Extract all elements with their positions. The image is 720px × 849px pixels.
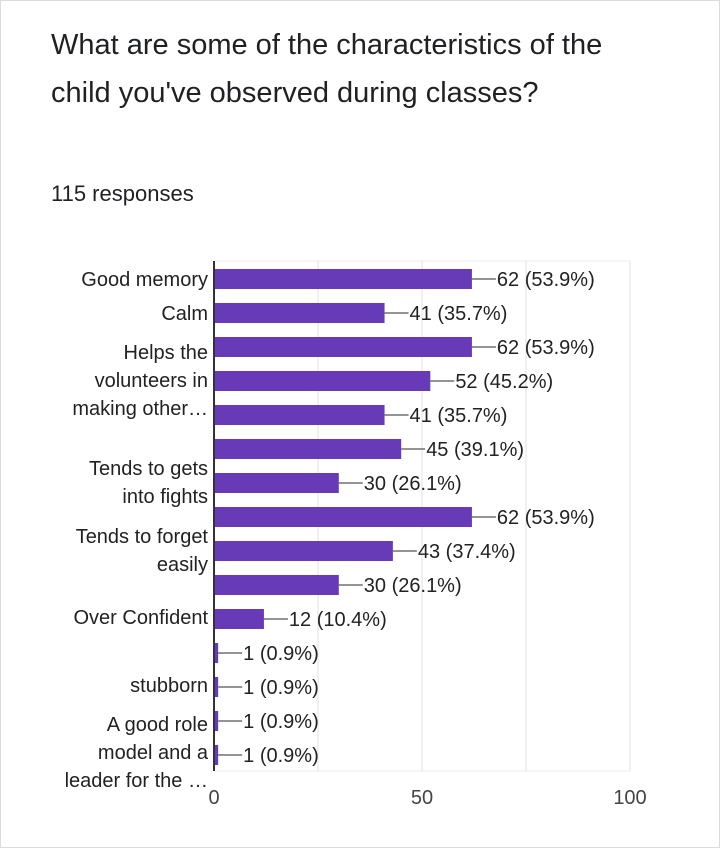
bar: [214, 575, 339, 595]
response-count: 115 responses: [51, 181, 194, 206]
category-label: Good memory: [81, 269, 208, 291]
bar: [214, 609, 264, 629]
bar: [214, 677, 219, 697]
bar: [214, 371, 431, 391]
data-label: 45 (39.1%): [426, 439, 524, 461]
data-label: 62 (53.9%): [497, 269, 595, 291]
data-label: 12 (10.4%): [289, 609, 387, 631]
bar: [214, 745, 219, 765]
bar: [214, 439, 402, 459]
data-label: 1 (0.9%): [243, 677, 319, 699]
data-label: 1 (0.9%): [243, 643, 319, 665]
bar: [214, 541, 393, 561]
category-label: Over Confident: [73, 607, 208, 629]
bar: [214, 269, 472, 289]
bar: [214, 473, 339, 493]
data-label: 41 (35.7%): [410, 405, 508, 427]
x-tick-label: 0: [208, 787, 219, 809]
bar: [214, 405, 385, 425]
bar: [214, 643, 219, 663]
data-label: 1 (0.9%): [243, 711, 319, 733]
bar: [214, 337, 472, 357]
data-label: 1 (0.9%): [243, 745, 319, 767]
data-label: 30 (26.1%): [364, 575, 462, 597]
data-label: 30 (26.1%): [364, 473, 462, 495]
data-label: 62 (53.9%): [497, 507, 595, 529]
category-label: Helps the volunteers in making other…: [72, 342, 208, 420]
data-label: 62 (53.9%): [497, 337, 595, 359]
category-label: Calm: [161, 303, 208, 325]
category-label: stubborn: [130, 675, 208, 697]
question-title: What are some of the characteristics of …: [51, 29, 603, 109]
category-label: A good role model and a leader for the …: [65, 714, 209, 792]
data-label: 43 (37.4%): [418, 541, 516, 563]
bar: [214, 507, 472, 527]
category-label: Tends to forget easily: [76, 526, 209, 576]
x-tick-label: 100: [613, 787, 646, 809]
category-label: Tends to gets into fights: [89, 458, 208, 508]
bar: [214, 711, 219, 731]
x-tick-label: 50: [411, 787, 433, 809]
bar: [214, 303, 385, 323]
data-label: 52 (45.2%): [455, 371, 553, 393]
data-label: 41 (35.7%): [410, 303, 508, 325]
